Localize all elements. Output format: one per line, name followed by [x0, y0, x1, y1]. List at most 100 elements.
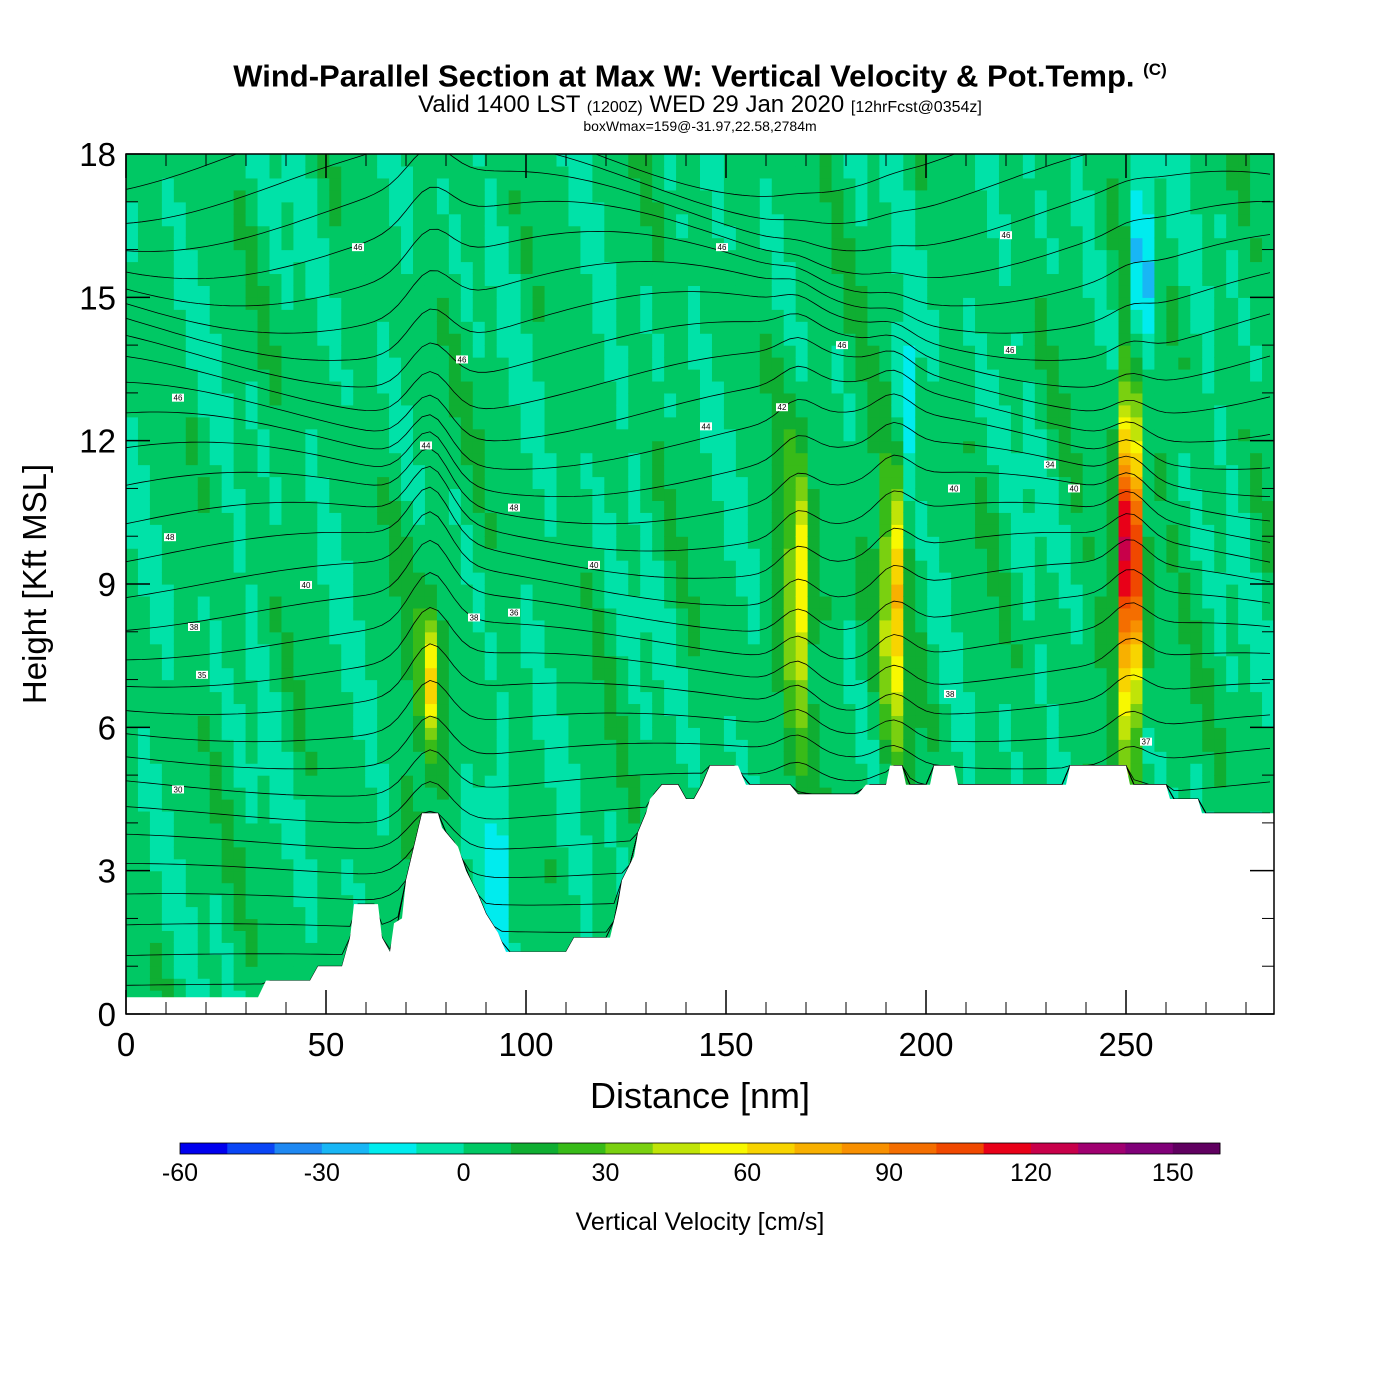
w-cell: [413, 763, 426, 776]
w-cell: [628, 595, 641, 609]
w-cell: [126, 273, 139, 286]
w-cell: [305, 476, 318, 490]
w-cell: [472, 476, 486, 490]
w-cell: [700, 440, 713, 454]
w-cell: [867, 452, 880, 466]
w-cell: [915, 536, 928, 549]
w-cell: [365, 416, 378, 430]
w-cell: [353, 536, 366, 549]
w-cell: [496, 452, 510, 466]
w-cell: [305, 154, 318, 167]
w-cell: [496, 619, 510, 633]
w-cell: [867, 261, 880, 275]
w-cell: [221, 201, 235, 215]
w-cell: [867, 488, 880, 501]
w-cell: [173, 727, 187, 740]
w-cell: [723, 404, 737, 418]
w-cell: [532, 595, 546, 609]
w-cell: [365, 357, 378, 370]
w-cell: [269, 165, 283, 179]
w-cell: [807, 667, 821, 681]
w-cell: [377, 619, 390, 633]
w-cell: [604, 787, 617, 800]
w-cell: [628, 548, 641, 561]
w-cell: [700, 584, 713, 597]
w-cell: [544, 189, 558, 203]
w-cell: [269, 345, 283, 358]
w-cell: [377, 703, 390, 716]
w-cell: [173, 584, 187, 597]
w-cell: [604, 452, 617, 466]
w-cell: [580, 787, 593, 800]
w-cell: [759, 548, 773, 561]
w-cell: [664, 524, 677, 537]
w-cell: [353, 177, 366, 191]
w-cell: [556, 512, 570, 525]
w-cell: [771, 392, 785, 406]
w-cell: [807, 177, 821, 191]
w-cell: [676, 619, 689, 633]
w-cell: [688, 739, 701, 752]
w-cell: [927, 321, 940, 334]
w-cell: [233, 679, 247, 693]
w-cell: [867, 177, 880, 191]
w-cell: [460, 154, 474, 167]
w-cell: [520, 500, 534, 513]
w-cell: [149, 667, 163, 681]
w-cell: [771, 488, 785, 501]
w-cell: [185, 380, 199, 394]
w-cell: [245, 392, 259, 406]
w-cell: [556, 727, 570, 740]
w-cell: [532, 380, 546, 394]
w-cell: [580, 715, 593, 728]
w-cell: [401, 440, 414, 454]
w-cell: [747, 643, 761, 657]
w-cell: [723, 369, 737, 382]
w-cell: [508, 428, 522, 442]
w-cell: [592, 154, 605, 167]
w-cell: [592, 548, 605, 561]
w-cell: [664, 333, 677, 346]
w-cell: [305, 548, 318, 561]
w-cell: [161, 763, 175, 776]
w-cell: [855, 607, 869, 621]
w-cell: [855, 369, 869, 382]
w-cell: [293, 799, 306, 812]
w-cell: [185, 942, 199, 955]
w-cell: [149, 345, 163, 358]
w-cell: [281, 440, 295, 454]
w-cell: [496, 285, 510, 298]
w-cell: [293, 309, 306, 322]
w-cell: [544, 201, 558, 215]
w-cell: [723, 500, 737, 513]
w-cell: [149, 775, 163, 788]
w-cell: [305, 237, 318, 251]
w-cell: [245, 751, 259, 764]
w-cell: [185, 321, 199, 334]
w-cell: [329, 548, 342, 561]
w-cell: [580, 536, 593, 549]
w-cell: [197, 703, 211, 716]
w-cell: [939, 464, 952, 478]
w-cell: [341, 524, 354, 537]
w-cell: [747, 631, 761, 645]
w-cell: [939, 715, 952, 728]
w-cell: [341, 392, 354, 406]
w-cell: [879, 261, 892, 275]
w-cell: [126, 882, 139, 896]
w-cell: [604, 165, 617, 179]
w-cell: [592, 906, 605, 920]
w-cell: [281, 775, 295, 788]
w-cell: [496, 464, 510, 478]
w-cell: [903, 679, 916, 693]
w-cell: [484, 392, 498, 406]
w-cell: [843, 201, 857, 215]
w-cell: [305, 177, 318, 191]
w-cell: [185, 225, 199, 239]
w-cell: [472, 619, 486, 633]
w-cell: [197, 619, 211, 633]
w-cell: [939, 607, 952, 621]
w-cell: [484, 488, 498, 501]
w-cell: [317, 763, 330, 776]
w-cell: [903, 369, 916, 382]
